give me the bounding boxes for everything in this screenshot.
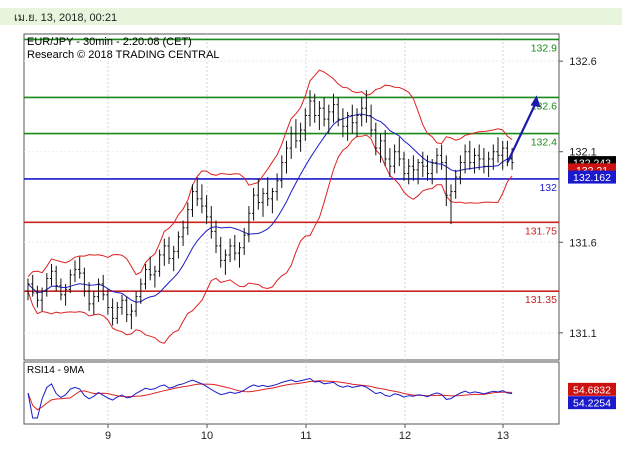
rsi-ma-tag-bg xyxy=(568,382,616,396)
timestamp-banner xyxy=(0,8,622,25)
moving-average xyxy=(27,113,513,303)
rsi-title: RSI14 - 9MA xyxy=(27,365,85,376)
x-tick-label-4: 13 xyxy=(497,430,509,442)
x-axis: 9 10 11 12 13 xyxy=(105,424,509,442)
x-tick-label-1: 10 xyxy=(201,430,213,442)
y-tick-label-3: 131.1 xyxy=(569,328,597,340)
bollinger-lower xyxy=(27,134,513,344)
rsi-ma-tag-label: 54.6832 xyxy=(573,384,611,396)
level-label-2: 132.4 xyxy=(531,137,557,149)
bollinger-upper xyxy=(27,69,513,278)
x-tick-label-0: 9 xyxy=(105,430,111,442)
y-tick-label-1: 132.1 xyxy=(569,147,597,159)
chart-subtitle: Research © 2018 TRADING CENTRAL xyxy=(27,49,220,61)
y-tick-label-0: 132.6 xyxy=(569,56,597,68)
rsi-tag-bg xyxy=(568,396,616,410)
rsi-line xyxy=(27,377,513,419)
price-tag-label-2: 132.162 xyxy=(573,172,611,184)
arrow-shaft xyxy=(506,102,537,164)
level-label-5: 131.35 xyxy=(525,294,557,306)
timestamp-text: เม.ย. 13, 2018, 00:21 xyxy=(14,12,117,24)
grid xyxy=(24,34,559,424)
level-label-4: 131.75 xyxy=(525,225,557,237)
projection-arrow xyxy=(506,95,541,164)
x-tick-label-2: 11 xyxy=(300,430,311,442)
y-tick-label-2: 131.6 xyxy=(569,237,597,249)
x-tick-label-3: 12 xyxy=(399,430,411,442)
level-label-3: 132 xyxy=(539,182,557,194)
bollinger-bands xyxy=(27,69,513,344)
candlesticks xyxy=(26,90,514,330)
level-label-0: 132.9 xyxy=(531,42,557,54)
y-axis: 132.6 132.1 131.6 131.1 xyxy=(559,56,597,340)
rsi-lines xyxy=(27,377,513,419)
chart-title: EUR/JPY - 30min - 2:20:08 (CET) xyxy=(27,36,192,48)
rsi-tag-label: 54.2254 xyxy=(573,398,611,410)
price-tag-bg-2 xyxy=(568,170,616,184)
price-panel xyxy=(23,33,560,361)
rsi-ma-line xyxy=(27,380,513,411)
arrow-head xyxy=(530,95,541,108)
